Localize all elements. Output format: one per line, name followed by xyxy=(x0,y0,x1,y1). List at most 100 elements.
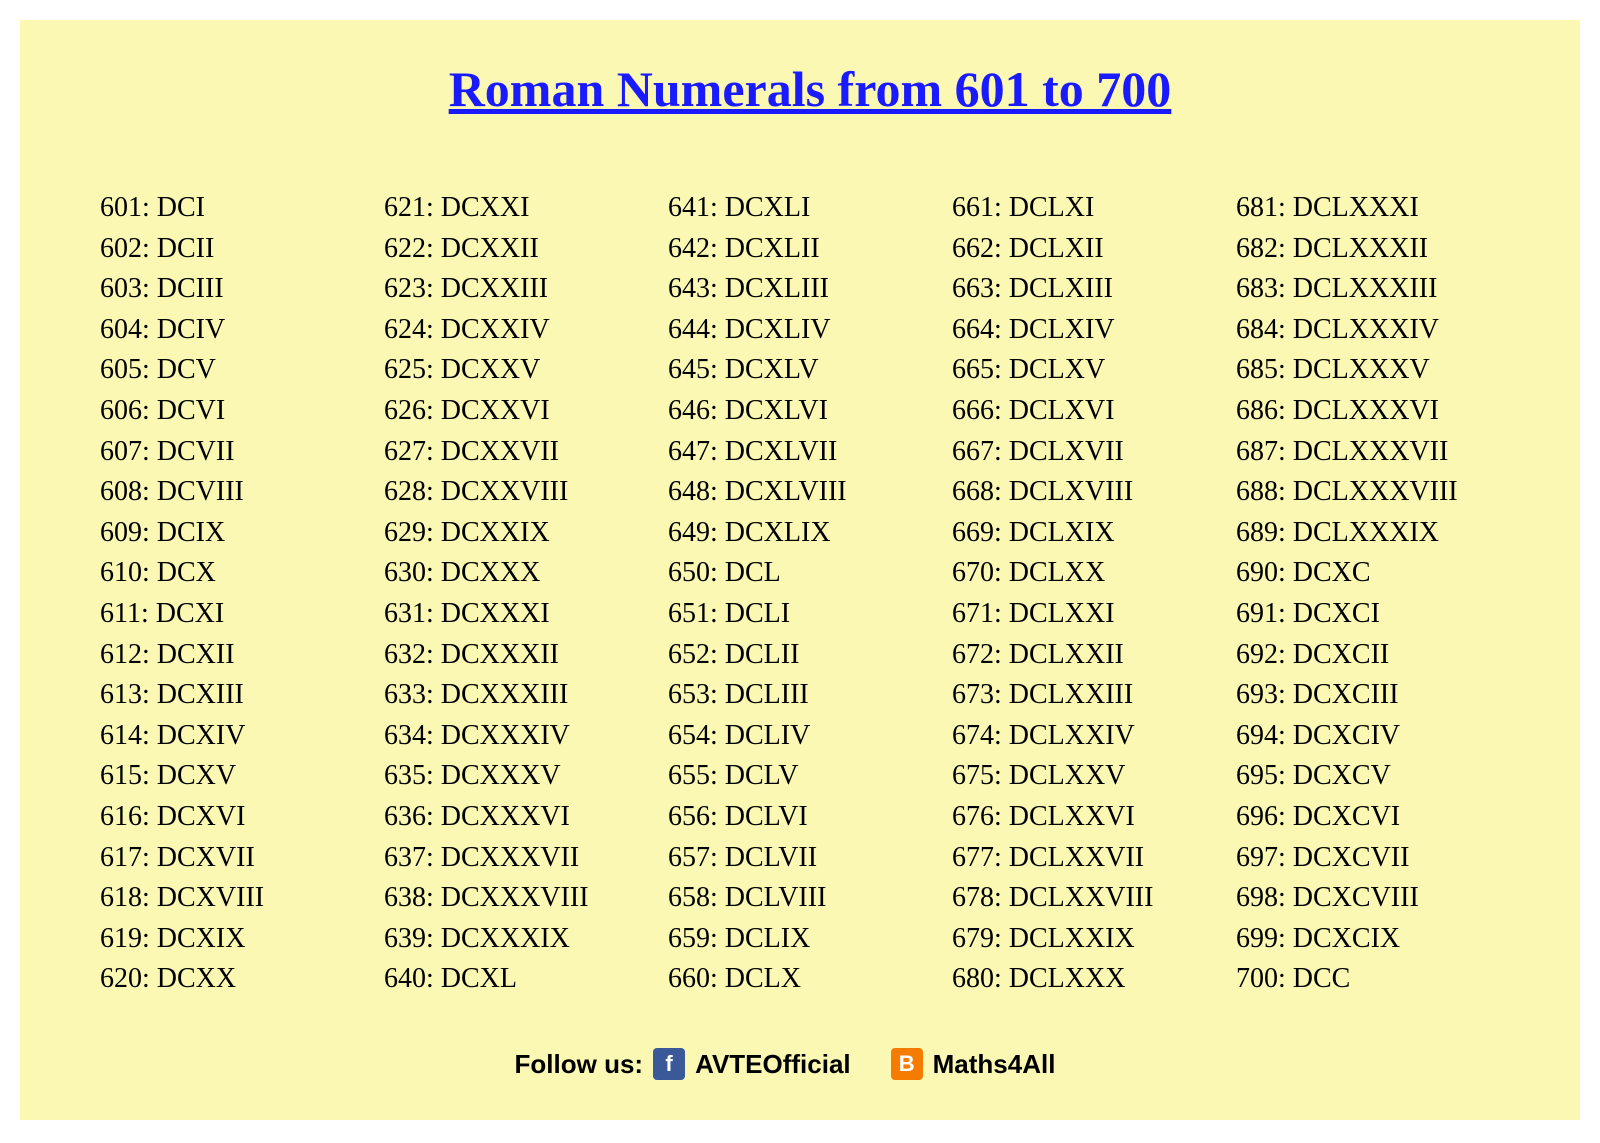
numeral-entry: 616: DCXVI xyxy=(100,797,384,838)
numeral-entry: 625: DCXXV xyxy=(384,350,668,391)
column-1: 601: DCI602: DCII603: DCIII604: DCIV605:… xyxy=(100,188,384,1000)
numeral-entry: 615: DCXV xyxy=(100,756,384,797)
numeral-entry: 696: DCXCVI xyxy=(1236,797,1520,838)
numeral-entry: 699: DCXCIX xyxy=(1236,919,1520,960)
numeral-entry: 619: DCXIX xyxy=(100,919,384,960)
numeral-entry: 622: DCXXII xyxy=(384,229,668,270)
numeral-entry: 635: DCXXXV xyxy=(384,756,668,797)
numeral-entry: 605: DCV xyxy=(100,350,384,391)
numeral-entry: 628: DCXXVIII xyxy=(384,472,668,513)
numeral-entry: 683: DCLXXXIII xyxy=(1236,269,1520,310)
numeral-entry: 662: DCLXII xyxy=(952,229,1236,270)
numeral-entry: 680: DCLXXX xyxy=(952,959,1236,1000)
column-5: 681: DCLXXXI682: DCLXXXII683: DCLXXXIII6… xyxy=(1236,188,1520,1000)
page-container: Roman Numerals from 601 to 700 601: DCI6… xyxy=(0,0,1600,1143)
numeral-entry: 693: DCXCIII xyxy=(1236,675,1520,716)
numeral-entry: 677: DCLXXVII xyxy=(952,838,1236,879)
numeral-entry: 675: DCLXXV xyxy=(952,756,1236,797)
numeral-entry: 671: DCLXXI xyxy=(952,594,1236,635)
numeral-entry: 674: DCLXXIV xyxy=(952,716,1236,757)
column-2: 621: DCXXI622: DCXXII623: DCXXIII624: DC… xyxy=(384,188,668,1000)
numeral-entry: 676: DCLXXVI xyxy=(952,797,1236,838)
numeral-entry: 691: DCXCI xyxy=(1236,594,1520,635)
numeral-entry: 650: DCL xyxy=(668,553,952,594)
numeral-entry: 664: DCLXIV xyxy=(952,310,1236,351)
numeral-entry: 663: DCLXIII xyxy=(952,269,1236,310)
numeral-entry: 645: DCXLV xyxy=(668,350,952,391)
numeral-entry: 684: DCLXXXIV xyxy=(1236,310,1520,351)
numeral-entry: 687: DCLXXXVII xyxy=(1236,432,1520,473)
numeral-entry: 690: DCXC xyxy=(1236,553,1520,594)
numeral-entry: 609: DCIX xyxy=(100,513,384,554)
numeral-entry: 627: DCXXVII xyxy=(384,432,668,473)
numeral-entry: 613: DCXIII xyxy=(100,675,384,716)
numeral-entry: 658: DCLVIII xyxy=(668,878,952,919)
numeral-entry: 665: DCLXV xyxy=(952,350,1236,391)
numeral-entry: 630: DCXXX xyxy=(384,553,668,594)
numeral-entry: 602: DCII xyxy=(100,229,384,270)
numeral-entry: 631: DCXXXI xyxy=(384,594,668,635)
blogger-handle[interactable]: Maths4All xyxy=(933,1049,1056,1080)
numeral-entry: 670: DCLXX xyxy=(952,553,1236,594)
numeral-entry: 620: DCXX xyxy=(100,959,384,1000)
numeral-entry: 666: DCLXVI xyxy=(952,391,1236,432)
numeral-entry: 607: DCVII xyxy=(100,432,384,473)
numeral-entry: 654: DCLIV xyxy=(668,716,952,757)
numeral-entry: 659: DCLIX xyxy=(668,919,952,960)
numeral-entry: 648: DCXLVIII xyxy=(668,472,952,513)
numeral-entry: 601: DCI xyxy=(100,188,384,229)
numeral-entry: 679: DCLXXIX xyxy=(952,919,1236,960)
numeral-entry: 643: DCXLIII xyxy=(668,269,952,310)
column-4: 661: DCLXI662: DCLXII663: DCLXIII664: DC… xyxy=(952,188,1236,1000)
numeral-entry: 655: DCLV xyxy=(668,756,952,797)
numeral-entry: 669: DCLXIX xyxy=(952,513,1236,554)
blogger-icon[interactable]: B xyxy=(891,1048,923,1080)
numeral-entry: 649: DCXLIX xyxy=(668,513,952,554)
numeral-entry: 652: DCLII xyxy=(668,635,952,676)
numeral-entry: 673: DCLXXIII xyxy=(952,675,1236,716)
numeral-entry: 656: DCLVI xyxy=(668,797,952,838)
numeral-entry: 636: DCXXXVI xyxy=(384,797,668,838)
numeral-entry: 633: DCXXXIII xyxy=(384,675,668,716)
numeral-entry: 653: DCLIII xyxy=(668,675,952,716)
column-3: 641: DCXLI642: DCXLII643: DCXLIII644: DC… xyxy=(668,188,952,1000)
facebook-handle[interactable]: AVTEOfficial xyxy=(695,1049,851,1080)
numeral-entry: 686: DCLXXXVI xyxy=(1236,391,1520,432)
numeral-entry: 639: DCXXXIX xyxy=(384,919,668,960)
numeral-entry: 647: DCXLVII xyxy=(668,432,952,473)
follow-us-label: Follow us: xyxy=(515,1049,644,1080)
numeral-entry: 682: DCLXXXII xyxy=(1236,229,1520,270)
numeral-entry: 621: DCXXI xyxy=(384,188,668,229)
numeral-entry: 637: DCXXXVII xyxy=(384,838,668,879)
page-title: Roman Numerals from 601 to 700 xyxy=(100,60,1520,118)
numeral-entry: 624: DCXXIV xyxy=(384,310,668,351)
numeral-entry: 646: DCXLVI xyxy=(668,391,952,432)
footer: Follow us: f AVTEOfficial B Maths4All xyxy=(20,1048,1580,1080)
numeral-entry: 642: DCXLII xyxy=(668,229,952,270)
numeral-entry: 689: DCLXXXIX xyxy=(1236,513,1520,554)
numeral-entry: 629: DCXXIX xyxy=(384,513,668,554)
numeral-entry: 695: DCXCV xyxy=(1236,756,1520,797)
numeral-entry: 672: DCLXXII xyxy=(952,635,1236,676)
numerals-columns: 601: DCI602: DCII603: DCIII604: DCIV605:… xyxy=(100,188,1520,1000)
numeral-entry: 626: DCXXVI xyxy=(384,391,668,432)
numeral-entry: 678: DCLXXVIII xyxy=(952,878,1236,919)
numeral-entry: 632: DCXXXII xyxy=(384,635,668,676)
numeral-entry: 606: DCVI xyxy=(100,391,384,432)
numeral-entry: 604: DCIV xyxy=(100,310,384,351)
numeral-entry: 638: DCXXXVIII xyxy=(384,878,668,919)
numeral-entry: 617: DCXVII xyxy=(100,838,384,879)
facebook-icon[interactable]: f xyxy=(653,1048,685,1080)
numeral-entry: 623: DCXXIII xyxy=(384,269,668,310)
numeral-entry: 634: DCXXXIV xyxy=(384,716,668,757)
numeral-entry: 667: DCLXVII xyxy=(952,432,1236,473)
numeral-entry: 681: DCLXXXI xyxy=(1236,188,1520,229)
numeral-entry: 612: DCXII xyxy=(100,635,384,676)
numeral-entry: 610: DCX xyxy=(100,553,384,594)
numeral-entry: 688: DCLXXXVIII xyxy=(1236,472,1520,513)
numeral-entry: 698: DCXCVIII xyxy=(1236,878,1520,919)
numeral-entry: 685: DCLXXXV xyxy=(1236,350,1520,391)
numeral-entry: 692: DCXCII xyxy=(1236,635,1520,676)
numeral-entry: 644: DCXLIV xyxy=(668,310,952,351)
numeral-entry: 661: DCLXI xyxy=(952,188,1236,229)
